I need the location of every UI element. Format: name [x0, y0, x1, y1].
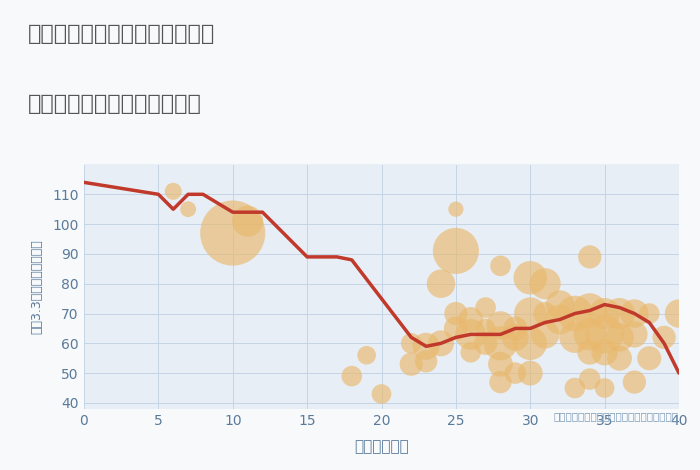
- Point: [465, 330, 476, 338]
- Point: [540, 330, 551, 338]
- Point: [510, 334, 521, 341]
- Point: [584, 253, 595, 261]
- Point: [584, 376, 595, 383]
- Text: 築年数別中古マンション価格: 築年数別中古マンション価格: [28, 94, 202, 114]
- Point: [629, 330, 640, 338]
- Point: [599, 330, 610, 338]
- Point: [480, 325, 491, 332]
- Point: [465, 316, 476, 323]
- Point: [450, 247, 461, 255]
- Point: [183, 205, 194, 213]
- Point: [406, 360, 417, 368]
- Point: [510, 325, 521, 332]
- Point: [450, 310, 461, 317]
- Point: [227, 229, 238, 237]
- Point: [376, 390, 387, 398]
- Point: [361, 352, 372, 359]
- Point: [599, 349, 610, 356]
- Point: [540, 310, 551, 317]
- Point: [554, 301, 566, 308]
- Point: [629, 378, 640, 386]
- Point: [644, 310, 655, 317]
- Point: [242, 217, 253, 225]
- Point: [480, 339, 491, 347]
- Point: [525, 369, 536, 377]
- Point: [614, 334, 625, 341]
- Point: [673, 310, 685, 317]
- Point: [450, 325, 461, 332]
- Point: [584, 307, 595, 314]
- Point: [584, 330, 595, 338]
- Point: [569, 384, 580, 392]
- Point: [495, 378, 506, 386]
- Point: [421, 343, 432, 350]
- Point: [614, 354, 625, 362]
- Point: [510, 369, 521, 377]
- Point: [599, 310, 610, 317]
- Point: [435, 280, 447, 288]
- Y-axis label: 坪（3.3㎡）単価（万円）: 坪（3.3㎡）単価（万円）: [31, 239, 43, 334]
- Point: [525, 274, 536, 282]
- Text: 大阪府大阪市住之江区西住之江: 大阪府大阪市住之江区西住之江: [28, 24, 216, 44]
- Point: [421, 358, 432, 365]
- Point: [465, 349, 476, 356]
- Point: [406, 339, 417, 347]
- Text: 円の大きさは、取引のあった物件面積を示す: 円の大きさは、取引のあった物件面積を示す: [554, 411, 679, 421]
- Point: [584, 349, 595, 356]
- Point: [644, 354, 655, 362]
- Point: [599, 384, 610, 392]
- Point: [495, 321, 506, 329]
- Point: [540, 280, 551, 288]
- Point: [614, 310, 625, 317]
- Point: [554, 316, 566, 323]
- Point: [569, 310, 580, 317]
- Point: [168, 188, 179, 195]
- Point: [346, 372, 357, 380]
- Point: [435, 339, 447, 347]
- Point: [659, 334, 670, 341]
- Point: [450, 205, 461, 213]
- Point: [629, 310, 640, 317]
- Point: [495, 262, 506, 270]
- Point: [569, 334, 580, 341]
- Point: [495, 339, 506, 347]
- Point: [480, 304, 491, 311]
- Point: [525, 339, 536, 347]
- Point: [495, 360, 506, 368]
- X-axis label: 築年数（年）: 築年数（年）: [354, 439, 409, 454]
- Point: [525, 310, 536, 317]
